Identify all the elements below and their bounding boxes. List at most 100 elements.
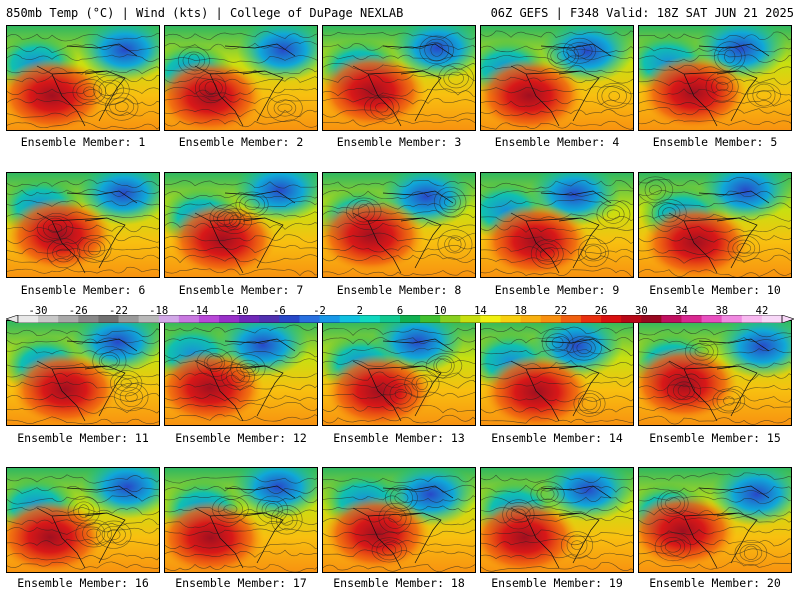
ensemble-member-label: Ensemble Member: 7 xyxy=(178,283,304,297)
ensemble-member-label: Ensemble Member: 10 xyxy=(649,283,781,297)
colorbar-tick-label: 26 xyxy=(594,305,608,317)
colorbar-swatch xyxy=(299,315,321,323)
ensemble-member-label: Ensemble Member: 6 xyxy=(20,283,146,297)
ensemble-map-panel xyxy=(638,467,792,573)
ensemble-map-panel xyxy=(322,172,476,278)
ensemble-map-panel xyxy=(480,172,634,278)
ensemble-map-panel xyxy=(164,25,318,131)
ensemble-member-label: Ensemble Member: 17 xyxy=(175,576,307,590)
colorbar-tick-label: 38 xyxy=(715,305,729,317)
colorbar-swatch xyxy=(540,315,562,323)
ensemble-map xyxy=(7,321,159,425)
colorbar-swatch xyxy=(239,315,260,323)
ensemble-member-label: Ensemble Member: 18 xyxy=(333,576,465,590)
ensemble-map xyxy=(7,173,159,277)
ensemble-map xyxy=(481,468,633,572)
colorbar-swatch xyxy=(379,315,401,323)
ensemble-map-panel xyxy=(164,467,318,573)
ensemble-member-label: Ensemble Member: 16 xyxy=(17,576,149,590)
ensemble-member-label: Ensemble Member: 20 xyxy=(649,576,781,590)
run-info: 06Z GEFS | F348 Valid: 18Z SAT JUN 21 20… xyxy=(490,6,794,20)
ensemble-member-label: Ensemble Member: 8 xyxy=(336,283,462,297)
colorbar-swatch xyxy=(601,315,622,323)
colorbar-swatch xyxy=(420,315,441,323)
colorbar-swatch xyxy=(480,315,502,323)
colorbar-swatch xyxy=(681,315,703,323)
ensemble-map-panel xyxy=(322,467,476,573)
colorbar-swatch xyxy=(359,315,381,323)
colorbar-swatch xyxy=(500,315,522,323)
ensemble-map-panel xyxy=(6,467,160,573)
colorbar-swatch xyxy=(319,315,341,323)
colorbar-tick-label: 6 xyxy=(396,305,404,317)
ensemble-member-label: Ensemble Member: 2 xyxy=(178,135,304,149)
colorbar-labels: -30 -26 -22 -18 -14 -10 -6 -2 2 6 10 14 18 22 26 30 34 38… xyxy=(6,305,794,317)
ensemble-member-label: Ensemble Member: 13 xyxy=(333,431,465,445)
colorbar-swatch xyxy=(440,315,461,323)
ensemble-map xyxy=(323,468,475,572)
colorbar-tick-label: -10 xyxy=(229,305,249,317)
colorbar-tick-label: 42 xyxy=(755,305,769,317)
colorbar-swatch xyxy=(138,315,160,323)
colorbar-tick-label: -6 xyxy=(273,305,286,317)
ensemble-map xyxy=(481,26,633,130)
ensemble-map-panel xyxy=(480,467,634,573)
colorbar-swatch xyxy=(178,315,200,323)
colorbar-swatch xyxy=(58,315,79,323)
colorbar-tick-label: 14 xyxy=(474,305,487,317)
ensemble-map xyxy=(165,173,317,277)
colorbar-swatch xyxy=(460,315,481,323)
ensemble-map-panel xyxy=(480,320,634,426)
ensemble-member-label: Ensemble Member: 9 xyxy=(494,283,620,297)
ensemble-map-panel xyxy=(322,25,476,131)
ensemble-map xyxy=(323,173,475,277)
ensemble-member-label: Ensemble Member: 5 xyxy=(652,135,778,149)
colorbar-left-arrow xyxy=(6,315,19,323)
ensemble-map xyxy=(7,468,159,572)
colorbar-swatch xyxy=(78,315,99,323)
ensemble-member-label: Ensemble Member: 4 xyxy=(494,135,620,149)
colorbar-swatch xyxy=(641,315,662,323)
colorbar-swatch xyxy=(18,315,39,323)
ensemble-map xyxy=(481,321,633,425)
colorbar-swatch xyxy=(520,315,542,323)
colorbar-swatch xyxy=(98,315,120,323)
ensemble-map-panel xyxy=(6,172,160,278)
ensemble-map-panel xyxy=(480,25,634,131)
ensemble-map xyxy=(639,468,791,572)
colorbar-swatch xyxy=(118,315,140,323)
colorbar-scale xyxy=(6,315,794,323)
header: 850mb Temp (°C) | Wind (kts) | College o… xyxy=(0,0,800,22)
colorbar-swatch xyxy=(259,315,280,323)
colorbar-swatch xyxy=(721,315,743,323)
ensemble-map xyxy=(639,26,791,130)
colorbar-swatch xyxy=(580,315,602,323)
ensemble-map xyxy=(165,26,317,130)
colorbar-swatch xyxy=(761,315,783,323)
ensemble-member-label: Ensemble Member: 11 xyxy=(17,431,149,445)
page-title: 850mb Temp (°C) | Wind (kts) | College o… xyxy=(6,6,404,20)
ensemble-member-label: Ensemble Member: 12 xyxy=(175,431,307,445)
ensemble-map-panel xyxy=(164,320,318,426)
colorbar-swatch xyxy=(661,315,682,323)
colorbar-tick-label: -2 xyxy=(313,305,326,317)
ensemble-map xyxy=(639,173,791,277)
ensemble-map-panel xyxy=(6,25,160,131)
colorbar-tick-label: 18 xyxy=(514,305,527,317)
colorbar-swatch xyxy=(701,315,723,323)
colorbar-swatch xyxy=(560,315,582,323)
colorbar-right-arrow xyxy=(781,315,794,323)
ensemble-map-panel xyxy=(638,25,792,131)
ensemble-map-panel xyxy=(638,172,792,278)
colorbar-swatch xyxy=(158,315,180,323)
colorbar-swatch xyxy=(219,315,240,323)
ensemble-map xyxy=(639,321,791,425)
ensemble-map xyxy=(323,321,475,425)
ensemble-member-label: Ensemble Member: 3 xyxy=(336,135,462,149)
colorbar-swatch xyxy=(279,315,300,323)
colorbar-tick-label: 34 xyxy=(675,305,688,317)
colorbar-tick-label: 30 xyxy=(635,305,648,317)
colorbar-swatch xyxy=(621,315,642,323)
colorbar-swatch xyxy=(38,315,59,323)
colorbar-tick-label: 2 xyxy=(356,305,363,317)
